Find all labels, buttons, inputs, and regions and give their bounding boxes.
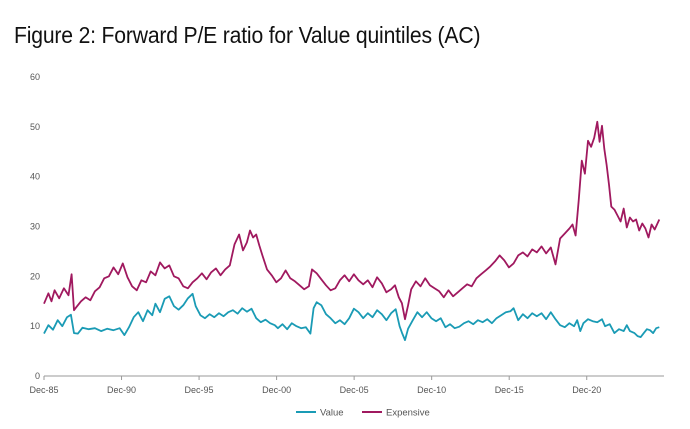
legend: Value Expensive [296,408,430,419]
series-line-value [43,292,660,341]
x-tick-label: Dec-00 [262,385,291,395]
x-tick-label: Dec-05 [340,385,369,395]
series-line-expensive [43,120,661,321]
x-axis: Dec-85 Dec-90 Dec-95 Dec-00 Dec-05 Dec-10 Dec-… [29,375,664,395]
x-tick-label: Dec-10 [417,385,446,395]
y-tick-label: 60 [30,72,40,82]
series-layer [43,120,661,341]
y-tick-label: 40 [30,172,40,182]
x-tick-label: Dec-95 [185,385,214,395]
y-axis: 0 10 20 30 40 50 60 [30,72,40,381]
legend-label-expensive: Expensive [386,408,430,419]
x-tick-label: Dec-85 [29,385,58,395]
chart-title: Figure 2: Forward P/E ratio for Value qu… [14,22,481,48]
y-tick-label: 0 [35,371,40,381]
y-tick-label: 20 [30,271,40,281]
x-tick-label: Dec-15 [495,385,524,395]
x-tick-label: Dec-90 [107,385,136,395]
x-tick-label: Dec-20 [572,385,601,395]
legend-label-value: Value [320,408,344,419]
y-tick-label: 50 [30,122,40,132]
y-tick-label: 10 [30,321,40,331]
y-tick-label: 30 [30,222,40,232]
